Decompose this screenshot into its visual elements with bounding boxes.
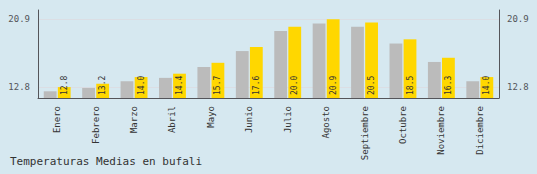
svg-text:14.0: 14.0 [137, 76, 146, 95]
svg-text:Abril: Abril [167, 106, 177, 133]
svg-text:20.0: 20.0 [290, 76, 299, 95]
svg-text:12.8: 12.8 [507, 82, 529, 92]
svg-text:Febrero: Febrero [91, 106, 101, 144]
svg-text:14.0: 14.0 [482, 76, 491, 95]
svg-text:Noviembre: Noviembre [436, 106, 446, 155]
svg-text:Julio: Julio [283, 106, 293, 133]
svg-text:14.4: 14.4 [175, 76, 184, 95]
svg-text:Marzo: Marzo [129, 106, 139, 133]
svg-text:15.7: 15.7 [213, 76, 222, 95]
svg-text:Diciembre: Diciembre [475, 106, 485, 155]
svg-text:20.9: 20.9 [329, 76, 338, 95]
svg-text:Mayo: Mayo [206, 106, 216, 128]
svg-text:16.3: 16.3 [444, 76, 453, 95]
svg-text:Junio: Junio [244, 106, 254, 133]
svg-text:20.5: 20.5 [367, 76, 376, 95]
svg-text:Enero: Enero [52, 106, 62, 133]
svg-text:Septiembre: Septiembre [360, 106, 370, 160]
svg-text:Agosto: Agosto [321, 106, 331, 139]
svg-text:12.8: 12.8 [8, 82, 30, 92]
svg-text:Temperaturas Medias en bufali: Temperaturas Medias en bufali [10, 155, 202, 168]
svg-text:13.2: 13.2 [98, 76, 107, 95]
svg-text:17.6: 17.6 [252, 76, 261, 95]
svg-text:20.9: 20.9 [507, 14, 529, 24]
svg-text:18.5: 18.5 [406, 76, 415, 95]
svg-text:20.9: 20.9 [8, 14, 30, 24]
svg-text:Octubre: Octubre [398, 106, 408, 144]
svg-text:12.8: 12.8 [60, 76, 69, 95]
